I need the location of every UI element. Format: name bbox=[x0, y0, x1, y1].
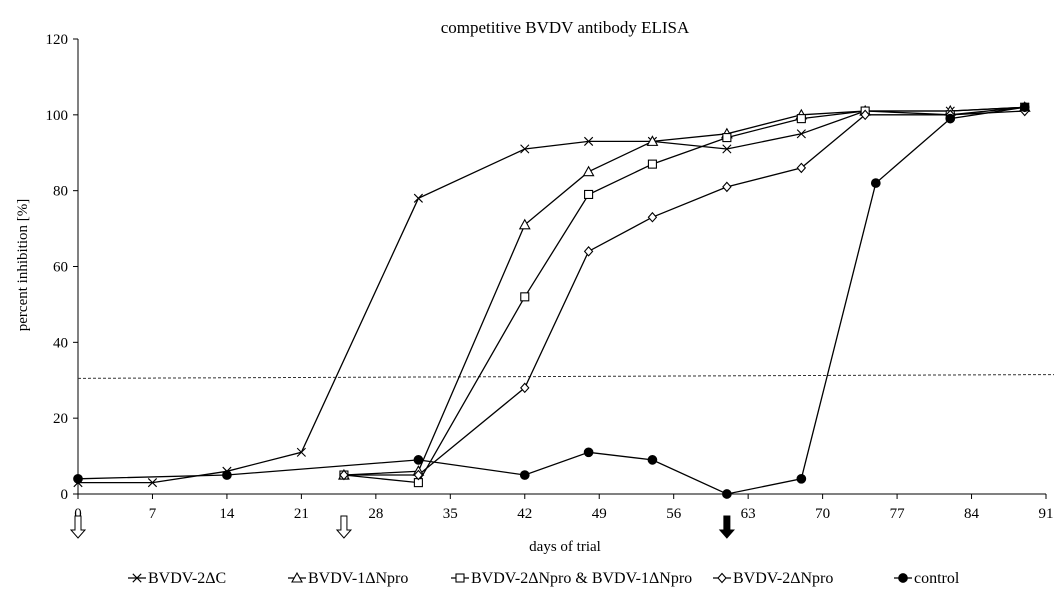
data-point-control bbox=[583, 447, 594, 458]
x-tick-label: 56 bbox=[666, 506, 682, 522]
data-point-bvdv-2-c bbox=[413, 193, 423, 203]
legend-label-control: control bbox=[914, 570, 960, 587]
data-point-bvdv-2-npro bbox=[583, 246, 594, 257]
legend-label-bvdv-2-npro: BVDV-2ΔNpro bbox=[733, 570, 833, 587]
y-tick-label: 60 bbox=[53, 260, 68, 276]
x-tick-label: 21 bbox=[294, 506, 309, 522]
data-point-control bbox=[222, 470, 232, 480]
legend-label-bvdv-1-npro: BVDV-1ΔNpro bbox=[308, 570, 408, 587]
data-point-bvdv-2-npro bbox=[860, 109, 870, 121]
plot-area: 0 20 40 60 80 100 120 0 7 14 21 28 35 42 49 56 63 70 77 84 9… bbox=[46, 32, 1055, 539]
x-tick-label: 63 bbox=[741, 506, 756, 522]
legend-label-bvdv-2-npro-bvdv-1-npro: BVDV-2ΔNpro & BVDV-1ΔNpro bbox=[471, 570, 692, 587]
legend-marker-bvdv-2-npro-bvdv-1-npro bbox=[455, 573, 465, 583]
vaccination-arrow bbox=[69, 515, 87, 539]
challenge-arrow bbox=[718, 515, 735, 539]
x-tick-label: 0 bbox=[74, 506, 82, 522]
threshold-line bbox=[77, 374, 1055, 379]
data-point-bvdv-1-npro bbox=[518, 218, 531, 230]
series-line-bvdv-2-c bbox=[78, 106, 1025, 484]
data-point-bvdv-1-npro bbox=[582, 165, 595, 177]
series-line-control bbox=[77, 106, 1025, 495]
legend-marker-bvdv-2-c bbox=[132, 573, 142, 583]
data-point-control bbox=[870, 178, 881, 188]
y-tick-label: 40 bbox=[53, 335, 68, 351]
y-tick-label: 20 bbox=[53, 411, 68, 427]
y-tick-label: 100 bbox=[46, 108, 69, 124]
data-point-control bbox=[73, 473, 83, 484]
data-point-bvdv-2-npro bbox=[339, 469, 349, 481]
series-line-bvdv-2-npro bbox=[343, 110, 1025, 476]
data-point-bvdv-2-c bbox=[147, 478, 158, 488]
x-axis-label: days of trial bbox=[529, 539, 601, 555]
data-point-bvdv-2-c bbox=[722, 144, 732, 154]
series-line-bvdv-2-npro-bvdv-1-npro bbox=[343, 106, 1025, 484]
y-tick-label: 0 bbox=[61, 487, 69, 503]
series-line-bvdv-1-npro bbox=[343, 106, 1025, 476]
x-tick-label: 42 bbox=[517, 506, 532, 522]
data-point-bvdv-1-npro bbox=[646, 135, 659, 146]
data-point-bvdv-2-c bbox=[296, 447, 306, 457]
data-point-bvdv-2-npro bbox=[413, 469, 424, 481]
x-tick-label: 35 bbox=[443, 506, 458, 522]
x-tick-label: 91 bbox=[1039, 506, 1054, 522]
data-point-control bbox=[1019, 102, 1030, 113]
data-point-bvdv-2-npro-bvdv-1-npro bbox=[722, 133, 732, 143]
x-tick-label: 77 bbox=[890, 506, 906, 522]
data-point-control bbox=[796, 473, 807, 484]
y-tick-label: 120 bbox=[46, 32, 69, 48]
legend-marker-bvdv-1-npro bbox=[291, 571, 303, 583]
data-point-bvdv-2-npro-bvdv-1-npro bbox=[796, 114, 806, 124]
data-point-bvdv-2-npro-bvdv-1-npro bbox=[584, 189, 594, 200]
y-tick-label: 80 bbox=[53, 184, 68, 200]
legend: BVDV-2ΔC BVDV-1ΔNpro BVDV-2ΔNpro & BVDV-1Δ… bbox=[128, 570, 960, 587]
data-point-control bbox=[519, 470, 530, 480]
legend-label-bvdv-2-c: BVDV-2ΔC bbox=[148, 570, 226, 587]
data-point-bvdv-2-npro bbox=[796, 162, 807, 174]
data-point-bvdv-2-npro bbox=[647, 211, 658, 223]
data-point-bvdv-2-c bbox=[796, 129, 806, 139]
x-tick-label: 84 bbox=[964, 506, 980, 522]
data-point-control bbox=[647, 455, 658, 465]
data-point-bvdv-2-npro bbox=[722, 181, 732, 193]
x-tick-label: 70 bbox=[815, 506, 830, 522]
y-axis-label: percent inhibition [%] bbox=[15, 199, 31, 331]
x-tick-label: 28 bbox=[368, 506, 383, 522]
data-point-control bbox=[722, 489, 732, 499]
data-point-bvdv-2-npro-bvdv-1-npro bbox=[647, 159, 657, 169]
data-point-control bbox=[413, 455, 424, 465]
x-tick-label: 7 bbox=[149, 506, 157, 522]
data-point-bvdv-2-npro-bvdv-1-npro bbox=[520, 292, 530, 302]
x-tick-label: 14 bbox=[219, 506, 235, 522]
chart-title: competitive BVDV antibody ELISA bbox=[441, 18, 690, 37]
x-tick-label: 49 bbox=[592, 506, 607, 522]
legend-marker-bvdv-2-npro bbox=[717, 572, 727, 584]
data-point-control bbox=[945, 113, 956, 124]
data-point-bvdv-2-npro bbox=[520, 382, 530, 394]
legend-marker-control bbox=[898, 573, 908, 583]
data-point-bvdv-2-c bbox=[584, 136, 594, 146]
data-point-bvdv-2-c bbox=[520, 144, 530, 154]
vaccination-arrow bbox=[335, 515, 353, 539]
